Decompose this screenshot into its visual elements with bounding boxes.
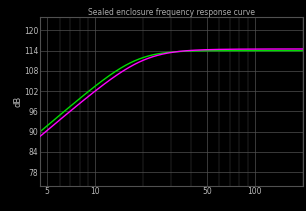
Title: Sealed enclosure frequency response curve: Sealed enclosure frequency response curv…	[88, 8, 255, 17]
Y-axis label: dB: dB	[14, 96, 23, 107]
